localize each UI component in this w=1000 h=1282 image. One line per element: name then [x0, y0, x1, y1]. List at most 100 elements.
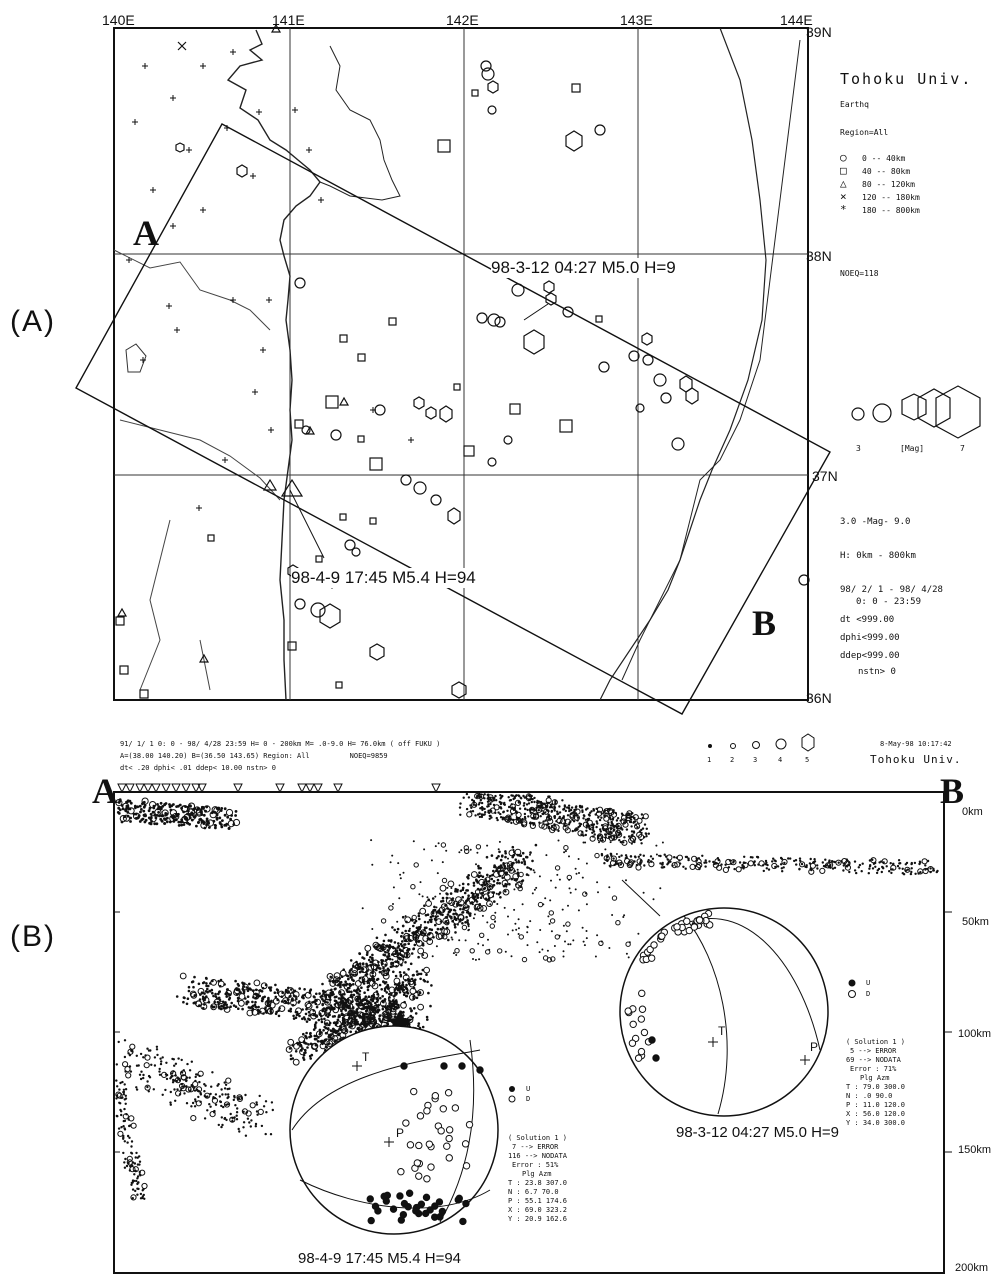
- hypocenter-dot: [180, 823, 184, 827]
- hypocenter-dot: [321, 1008, 325, 1011]
- hypocenter-dot: [904, 863, 907, 866]
- hypocenter-dot: [465, 915, 468, 919]
- hypocenter-dot: [489, 888, 492, 890]
- hypocenter-dot: [412, 924, 415, 928]
- hypocenter-dot: [643, 864, 646, 867]
- mech1-table-header: Plg Azm: [860, 1074, 890, 1082]
- hypocenter-dot: [621, 839, 628, 846]
- hypocenter-dot: [321, 1002, 325, 1006]
- hypocenter-dot: [312, 995, 316, 998]
- hypocenter-dot: [261, 997, 265, 1001]
- polarity-mark: [462, 1162, 471, 1170]
- hypocenter-dot: [733, 867, 736, 871]
- hypocenter-dot: [871, 858, 874, 861]
- hypocenter-dot: [666, 854, 673, 861]
- hypocenter-dot: [563, 851, 566, 854]
- hypocenter-dot: [339, 1037, 342, 1041]
- hypocenter-dot: [257, 1108, 264, 1116]
- hypocenter-dot: [119, 1081, 122, 1085]
- hypocenter-dot: [219, 809, 223, 812]
- hypocenter-dot: [324, 1009, 328, 1012]
- hypocenter-dot: [326, 1001, 329, 1004]
- hypocenter-dot: [765, 867, 768, 870]
- hypocenter-dot: [582, 841, 585, 844]
- hypocenter-dot: [898, 862, 901, 865]
- hypocenter-dot: [474, 958, 477, 961]
- hypocenter-dot: [495, 799, 498, 802]
- hypocenter-dot: [318, 1012, 322, 1015]
- hypocenter-dot: [248, 1121, 251, 1124]
- hypocenter-dot: [352, 993, 356, 997]
- hypocenter-dot: [251, 1009, 259, 1016]
- hypocenter-dot: [385, 944, 389, 947]
- depth-range: 40 -- 80km: [862, 167, 911, 176]
- hypocenter-dot: [351, 970, 359, 977]
- hypocenter-dot: [611, 914, 614, 916]
- hypocenter-dot: [199, 817, 203, 821]
- hypocenter-dot: [462, 796, 465, 799]
- hypocenter-dot: [795, 863, 798, 866]
- hypocenter-dot: [652, 898, 655, 901]
- hypocenter-dot: [497, 855, 500, 858]
- mech2-nodal-plane-b: [439, 1039, 475, 1223]
- hypocenter-dot: [342, 1006, 346, 1010]
- hypocenter-dot: [529, 920, 532, 923]
- hypocenter-dot: [458, 939, 461, 942]
- hypocenter-dot: [237, 984, 240, 987]
- hypocenter-dot: [547, 813, 550, 816]
- hypocenter-dot: [197, 987, 205, 995]
- hypocenter-dot: [536, 799, 539, 803]
- hypocenter-dot: [609, 824, 613, 827]
- hypocenter-dot: [229, 1005, 232, 1008]
- hypocenter-dot: [361, 956, 364, 959]
- hypocenter-dot: [471, 798, 474, 802]
- hypocenter-dot: [482, 881, 486, 884]
- hypocenter-dot: [622, 916, 625, 918]
- hypocenter-dot: [401, 915, 405, 919]
- hypocenter-dot: [480, 905, 488, 912]
- hypocenter-dot: [193, 1105, 197, 1108]
- hypocenter-dot: [623, 821, 626, 824]
- hypocenter-dot: [355, 1008, 358, 1012]
- hypocenter-dot: [658, 854, 660, 857]
- hypocenter-dot: [463, 845, 469, 851]
- mech1-polarities: [624, 909, 714, 1062]
- hypocenter-dot: [232, 818, 241, 827]
- hypocenter-dot: [234, 979, 237, 983]
- hypocenter-dot: [373, 943, 381, 951]
- hypocenter-dot: [546, 957, 553, 963]
- hypocenter-dot: [378, 1014, 382, 1017]
- hypocenter-dot: [466, 919, 469, 922]
- hypocenter-dot: [165, 812, 169, 816]
- hypocenter-dot: [179, 972, 187, 980]
- hypocenter-dot: [510, 803, 513, 806]
- hypocenter-dot: [440, 842, 447, 848]
- mech2-polarities: [366, 1062, 484, 1226]
- hypocenter-dot: [124, 1157, 127, 1161]
- hypocenter-dot: [496, 881, 499, 885]
- hypocenter-dot: [177, 1077, 180, 1081]
- hypocenter-dot: [541, 812, 544, 815]
- hypocenter-dot: [597, 891, 599, 894]
- hypocenter-dot: [340, 975, 344, 978]
- hypocenter-dot: [417, 1022, 421, 1025]
- hypocenter-dot: [214, 1103, 218, 1106]
- hypocenter-dot: [776, 865, 780, 868]
- mag-range: 3.0 -Mag- 9.0: [840, 517, 911, 527]
- hypocenter-dot: [924, 864, 927, 867]
- hypocenter-dot: [910, 867, 913, 870]
- hypocenter-dot: [556, 810, 559, 813]
- hypocenter-dot: [444, 903, 448, 907]
- hypocenter-dot: [228, 996, 232, 1000]
- hypocenter-dot: [387, 1008, 391, 1011]
- hypocenter-dot: [315, 1049, 318, 1052]
- mag-label-2: 2: [730, 756, 735, 764]
- hypocenter-dot: [142, 1193, 145, 1197]
- hypocenter-dot: [140, 818, 144, 822]
- hypocenter-dot: [478, 815, 482, 819]
- hypocenter-dot: [220, 823, 223, 826]
- hypocenter-dot: [610, 855, 617, 862]
- hypocenter-dot: [340, 1002, 344, 1005]
- hypocenter-dot: [188, 1069, 192, 1072]
- hypocenter-dot: [350, 990, 353, 994]
